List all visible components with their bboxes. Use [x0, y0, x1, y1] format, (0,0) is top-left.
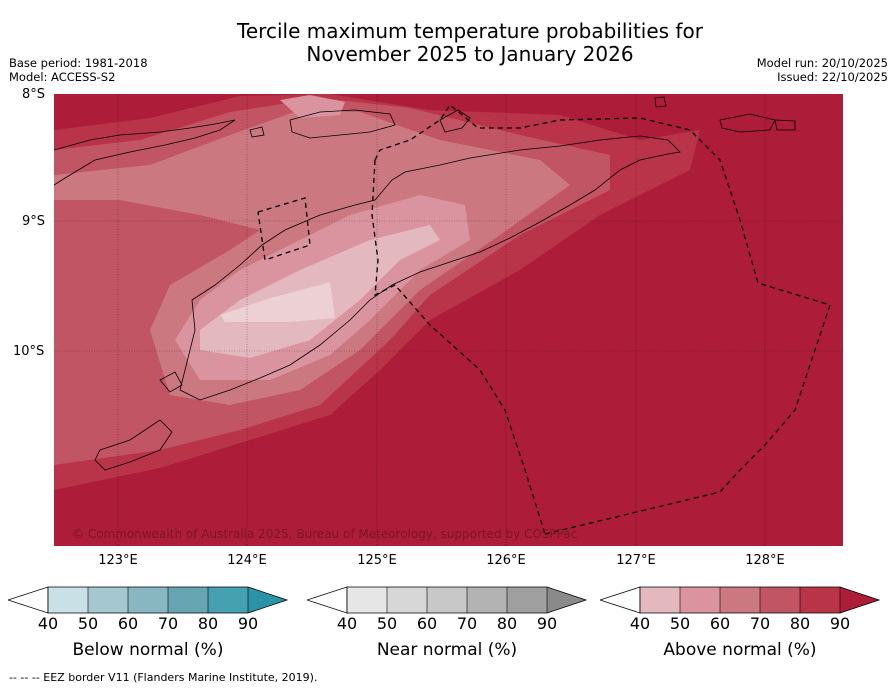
base-period: Base period: 1981-2018	[9, 56, 148, 70]
tick: 50	[376, 614, 398, 633]
cbar-above-80	[800, 587, 840, 613]
coastlines	[54, 96, 796, 471]
title-line-2: November 2025 to January 2026	[306, 42, 634, 66]
colorbar-above-normal	[600, 586, 881, 614]
tick: 40	[37, 614, 59, 633]
cbar-near-50	[387, 587, 427, 613]
tick: 90	[536, 614, 558, 633]
copyright-text: © Commonwealth of Australia 2025, Bureau…	[72, 527, 577, 541]
island-small-1	[654, 96, 667, 108]
wetar-coastline	[439, 109, 471, 133]
cbar-above-under	[600, 586, 641, 614]
lon-label-126e: 126°E	[486, 553, 526, 568]
tick: 80	[789, 614, 811, 633]
colorbar-below-normal	[8, 586, 289, 614]
lon-label-128e: 128°E	[745, 553, 785, 568]
island-small-3	[249, 126, 265, 138]
cbar-near-under	[307, 586, 348, 614]
meta-right: Model run: 20/10/2025 Issued: 22/10/2025	[757, 56, 888, 84]
cbar-below-label: Below normal (%)	[72, 640, 224, 660]
map-title: Tercile maximum temperature probabilitie…	[0, 20, 896, 66]
cbar-near-60	[427, 587, 467, 613]
tick: 80	[197, 614, 219, 633]
cbar-near-80	[507, 587, 547, 613]
cbar-above-50	[680, 587, 720, 613]
lon-label-127e: 127°E	[616, 553, 656, 568]
cbar-below-80	[208, 587, 248, 613]
lat-label-8s: 8°S	[22, 87, 46, 102]
alor-coastline	[289, 109, 396, 139]
tick: 60	[416, 614, 438, 633]
tick: 60	[117, 614, 139, 633]
title-line-1: Tercile maximum temperature probabilitie…	[237, 19, 703, 43]
meta-left: Base period: 1981-2018 Model: ACCESS-S2	[9, 56, 148, 84]
tick: 80	[496, 614, 518, 633]
cbar-below-under	[8, 586, 49, 614]
tick: 70	[157, 614, 179, 633]
lon-label-125e: 125°E	[357, 553, 397, 568]
cbar-near-over	[547, 587, 586, 613]
cbar-above-40	[640, 587, 680, 613]
cbar-above-60	[720, 587, 760, 613]
lat-label-9s: 9°S	[22, 214, 46, 229]
tick: 70	[749, 614, 771, 633]
cbar-near-70	[467, 587, 507, 613]
issued-date: Issued: 22/10/2025	[777, 70, 888, 84]
cbar-near-40	[347, 587, 387, 613]
tick: 90	[829, 614, 851, 633]
tick: 50	[77, 614, 99, 633]
rote-coastline	[159, 371, 183, 393]
cbar-above-label: Above normal (%)	[663, 640, 817, 660]
eez-border	[257, 104, 831, 535]
lat-label-10s: 10°S	[13, 344, 45, 359]
island-small-2	[774, 119, 796, 131]
tick: 70	[456, 614, 478, 633]
babar-coastline	[719, 113, 776, 133]
eez-footnote: -- -- -- EEZ border V11 (Flanders Marine…	[9, 671, 318, 684]
tick: 40	[629, 614, 651, 633]
tick: 60	[709, 614, 731, 633]
colorbar-near-normal	[307, 586, 588, 614]
cbar-below-70	[168, 587, 208, 613]
model-run: Model run: 20/10/2025	[756, 56, 888, 70]
tick: 50	[669, 614, 691, 633]
flores-coastline	[54, 119, 236, 186]
tick: 90	[237, 614, 259, 633]
cbar-above-70	[760, 587, 800, 613]
cbar-above-over	[840, 587, 879, 613]
cbar-below-40	[48, 587, 88, 613]
cbar-below-50	[88, 587, 128, 613]
lon-label-123e: 123°E	[98, 553, 138, 568]
model-name: Model: ACCESS-S2	[9, 70, 116, 84]
graticule	[54, 94, 843, 546]
cbar-below-over	[248, 587, 287, 613]
cbar-near-label: Near normal (%)	[376, 640, 518, 660]
tick: 40	[336, 614, 358, 633]
lon-label-124e: 124°E	[227, 553, 267, 568]
sumba-coastline	[94, 419, 173, 471]
cbar-below-60	[128, 587, 168, 613]
contour-below-40	[220, 282, 335, 322]
timor-coastline	[179, 135, 681, 401]
